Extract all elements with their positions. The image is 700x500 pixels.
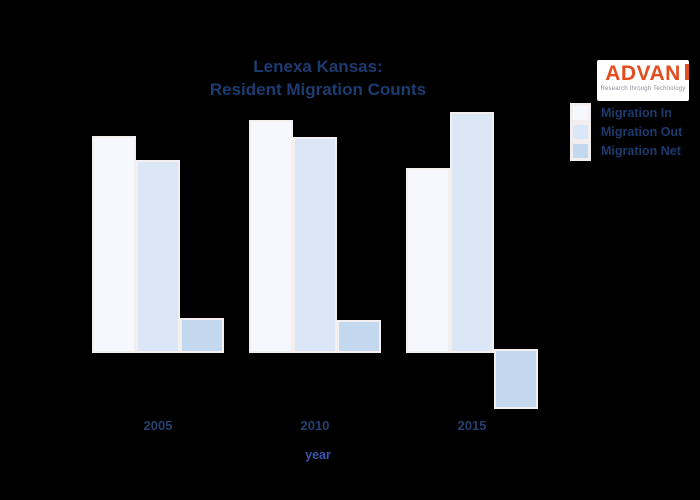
legend-item-migration-out: Migration Out — [570, 121, 683, 142]
legend-item-migration-net: Migration Net — [570, 140, 682, 161]
bar-migration-in-2015 — [406, 168, 450, 353]
bar-migration-in-2005 — [92, 136, 136, 353]
x-tick-label-2015: 2015 — [457, 418, 487, 433]
advan-logo-text: ADVAN — [605, 62, 681, 85]
bar-migration-out-2005 — [136, 160, 180, 353]
chart-title: Lenexa Kansas: Resident Migration Counts — [60, 55, 576, 101]
x-tick-label-2010: 2010 — [300, 418, 330, 433]
legend-label-migration-net: Migration Net — [601, 143, 681, 158]
advan-logo-tagline: Research through Technology — [600, 86, 686, 92]
bar-migration-net-2015 — [494, 349, 538, 409]
x-tick-label-2005: 2005 — [143, 418, 173, 433]
chart-title-line2: Resident Migration Counts — [209, 80, 427, 99]
x-axis-label: year — [305, 448, 331, 462]
advan-logo-mark-icon — [685, 64, 689, 80]
legend-label-migration-out: Migration Out — [601, 124, 683, 139]
legend: Migration In Migration Out Migration Net — [570, 102, 683, 161]
advan-logo: ADVAN Research through Technology — [597, 60, 689, 101]
legend-item-migration-in: Migration In — [570, 102, 682, 123]
legend-swatch-migration-net — [570, 140, 591, 161]
bar-migration-out-2010 — [293, 137, 337, 353]
legend-swatch-migration-in — [570, 102, 591, 123]
bar-migration-net-2010 — [337, 320, 381, 353]
bar-migration-net-2005 — [180, 318, 224, 353]
legend-label-migration-in: Migration In — [601, 105, 672, 120]
legend-swatch-migration-out — [570, 121, 591, 142]
chart-title-line1: Lenexa Kansas: — [253, 57, 383, 76]
bar-migration-in-2010 — [249, 120, 293, 353]
bar-migration-out-2015 — [450, 112, 494, 353]
